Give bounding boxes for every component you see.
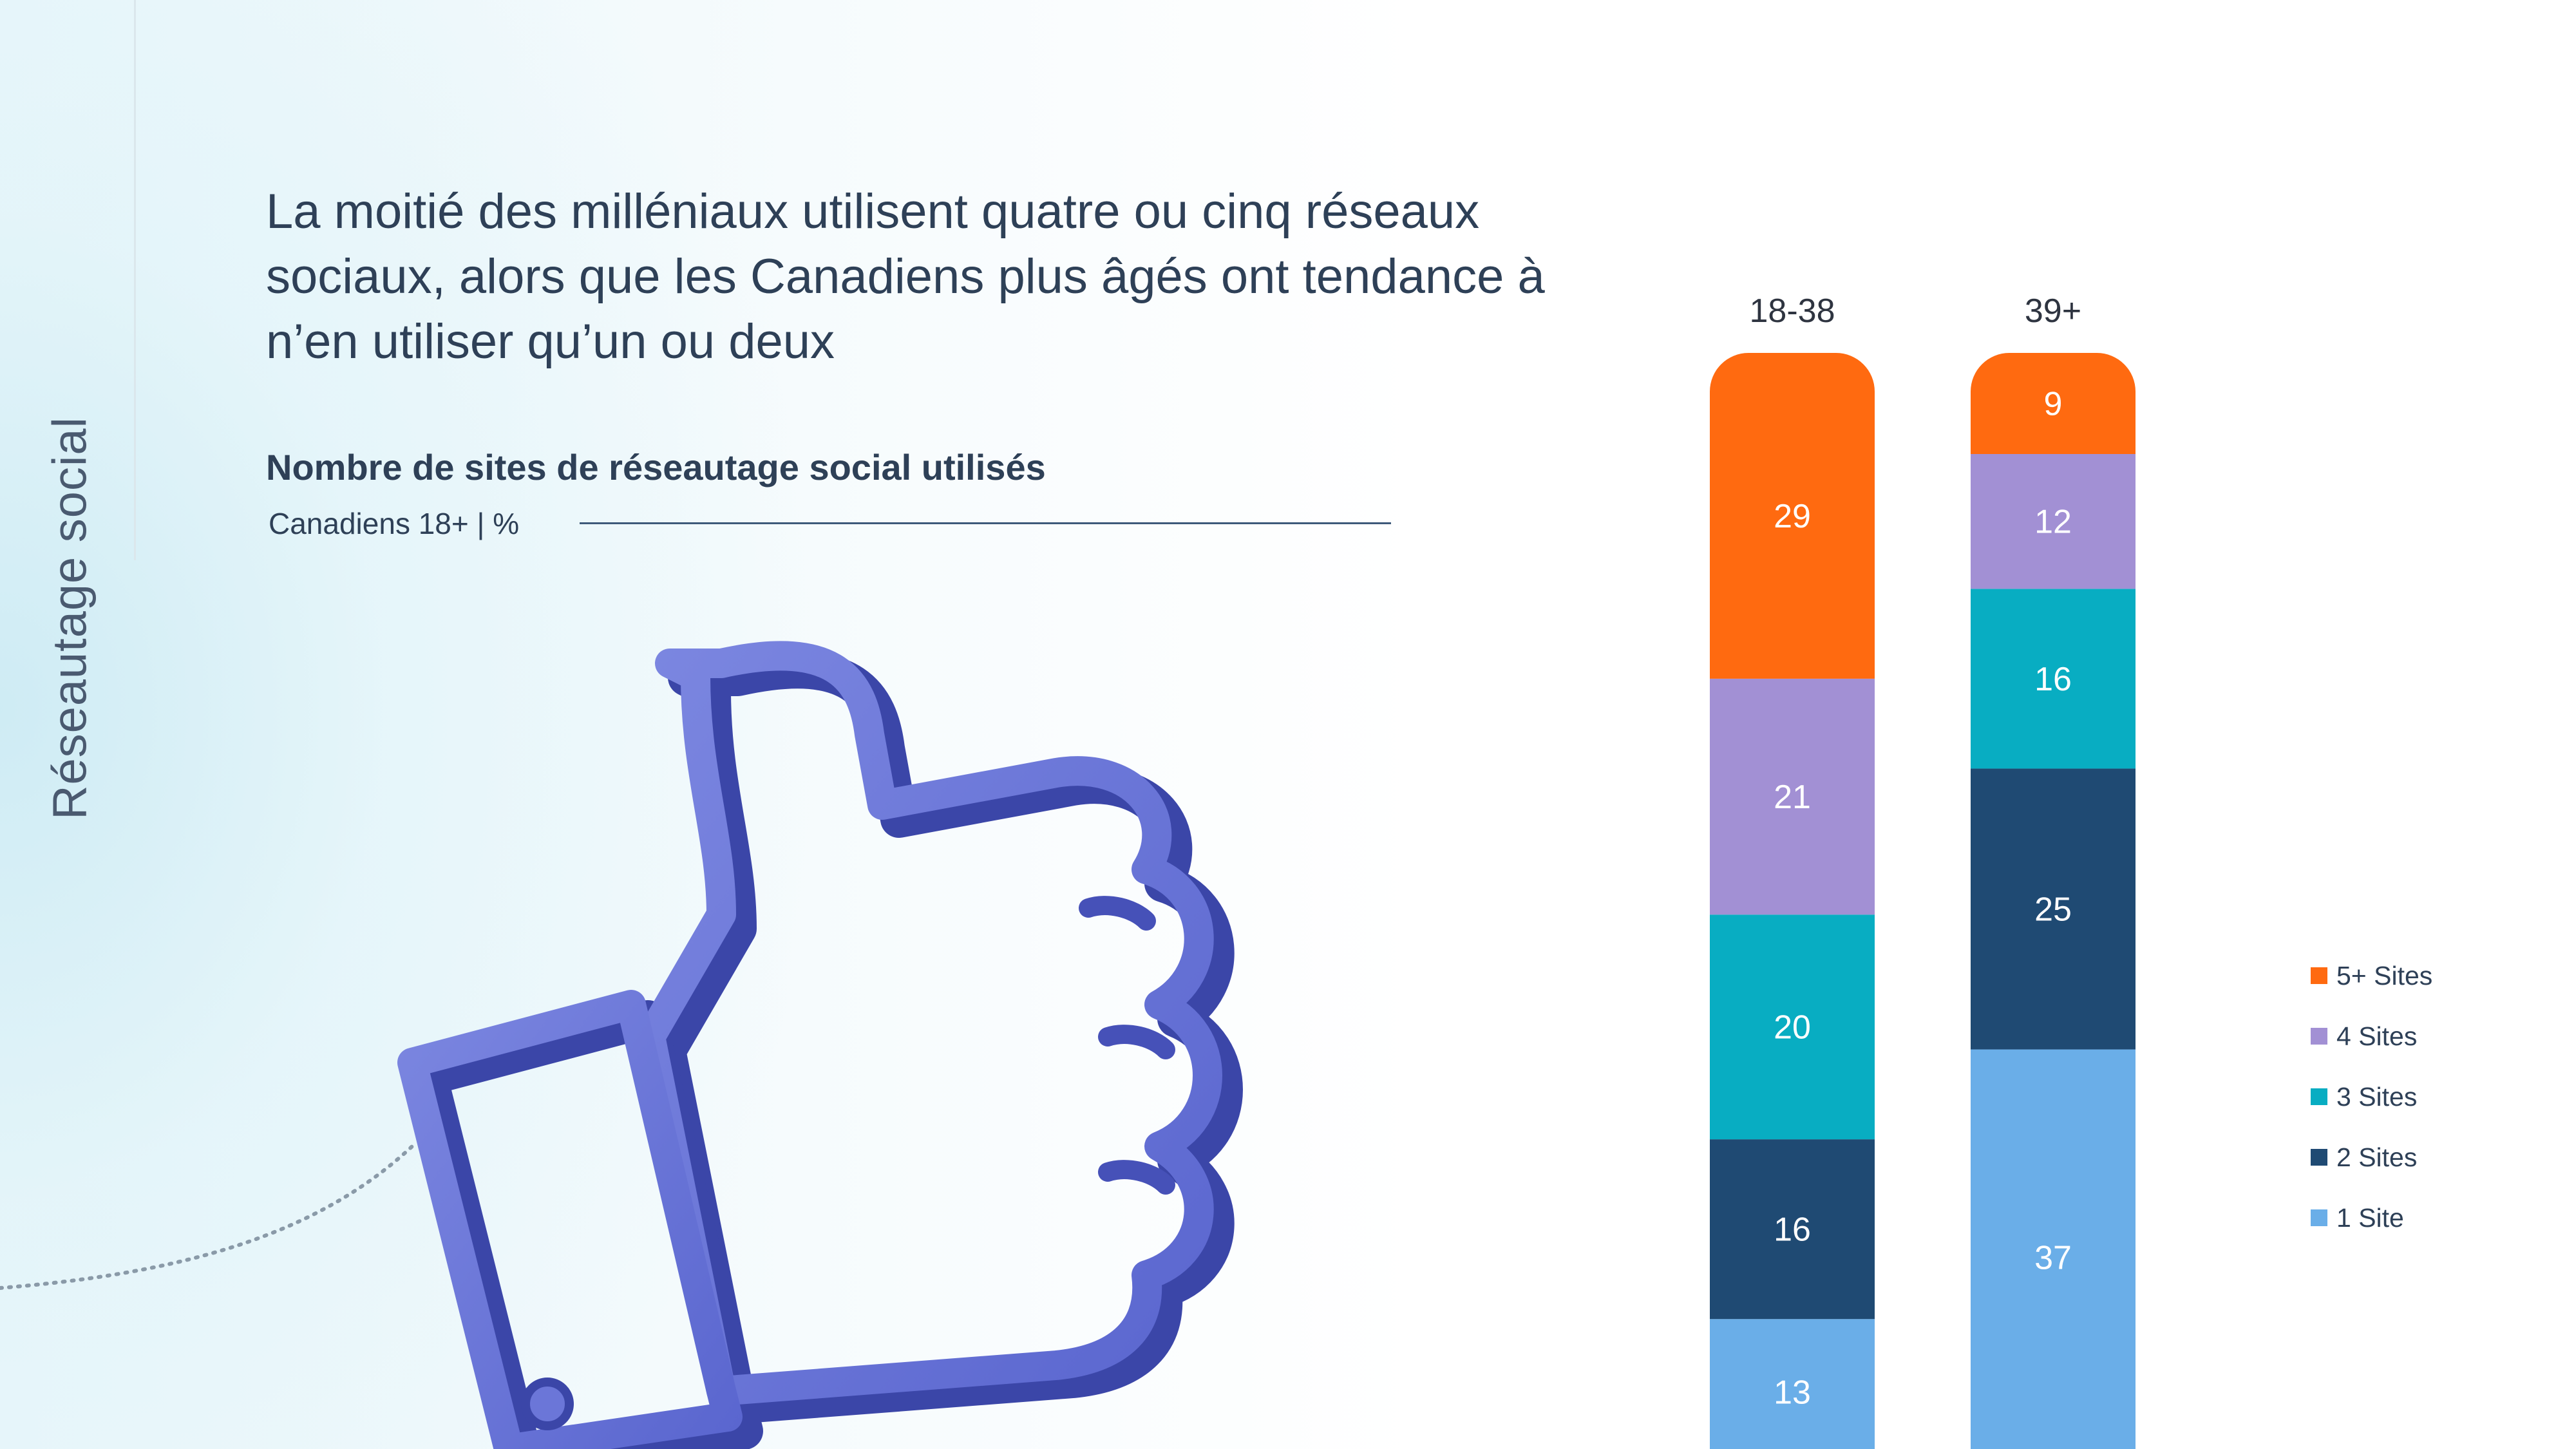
category-label: 18-38 xyxy=(1750,292,1835,330)
category-label: 39+ xyxy=(2025,292,2081,330)
thumbs-up-icon xyxy=(397,641,1243,1449)
subtitle-rule xyxy=(580,522,1391,524)
data-label: 16 xyxy=(1774,1211,1811,1249)
bar-segment-4-sites-18-38 xyxy=(1710,678,1875,915)
bar-segment-1-site-39+ xyxy=(1971,1049,2136,1449)
data-label: 37 xyxy=(2034,1239,2072,1276)
legend-label: 3 Sites xyxy=(2336,1082,2418,1112)
legend-label: 4 Sites xyxy=(2336,1021,2418,1051)
legend-label: 2 Sites xyxy=(2336,1142,2418,1172)
bar-group-18-38 xyxy=(1710,353,1875,1449)
side-divider xyxy=(134,0,136,560)
bar-segment-2-sites-39+ xyxy=(1971,768,2136,1050)
data-label: 9 xyxy=(2044,386,2063,423)
chart-note: Canadiens 18+ | % xyxy=(269,507,520,540)
bar-segment-5-sites-39+ xyxy=(1971,353,2136,454)
bar-segment-5-sites-18-38 xyxy=(1710,353,1875,679)
legend-label: 5+ Sites xyxy=(2336,961,2433,990)
data-label: 12 xyxy=(2034,504,2072,541)
bar-group-39+ xyxy=(1971,353,2136,1449)
data-label: 13 xyxy=(1774,1374,1811,1412)
data-label: 20 xyxy=(1774,1009,1811,1046)
data-label: 29 xyxy=(1774,498,1811,535)
bar-segment-2-sites-18-38 xyxy=(1710,1139,1875,1320)
chart-subtitle: Nombre de sites de réseautage social uti… xyxy=(266,447,1046,488)
legend-swatch xyxy=(2311,1028,2327,1045)
bar-segment-3-sites-18-38 xyxy=(1710,914,1875,1140)
legend-swatch xyxy=(2311,1209,2327,1226)
bar-segment-1-site-18-38 xyxy=(1710,1319,1875,1449)
data-label: 21 xyxy=(1774,779,1811,816)
legend-swatch xyxy=(2311,1149,2327,1166)
bar-segment-3-sites-39+ xyxy=(1971,589,2136,769)
headline: La moitié des milléniaux utilisent quatr… xyxy=(266,184,1545,369)
legend-swatch xyxy=(2311,967,2327,984)
data-label: 25 xyxy=(2034,891,2072,929)
legend-swatch xyxy=(2311,1088,2327,1105)
bar-segment-4-sites-39+ xyxy=(1971,454,2136,589)
data-label: 16 xyxy=(2034,661,2072,698)
legend-label: 1 Site xyxy=(2336,1203,2404,1233)
